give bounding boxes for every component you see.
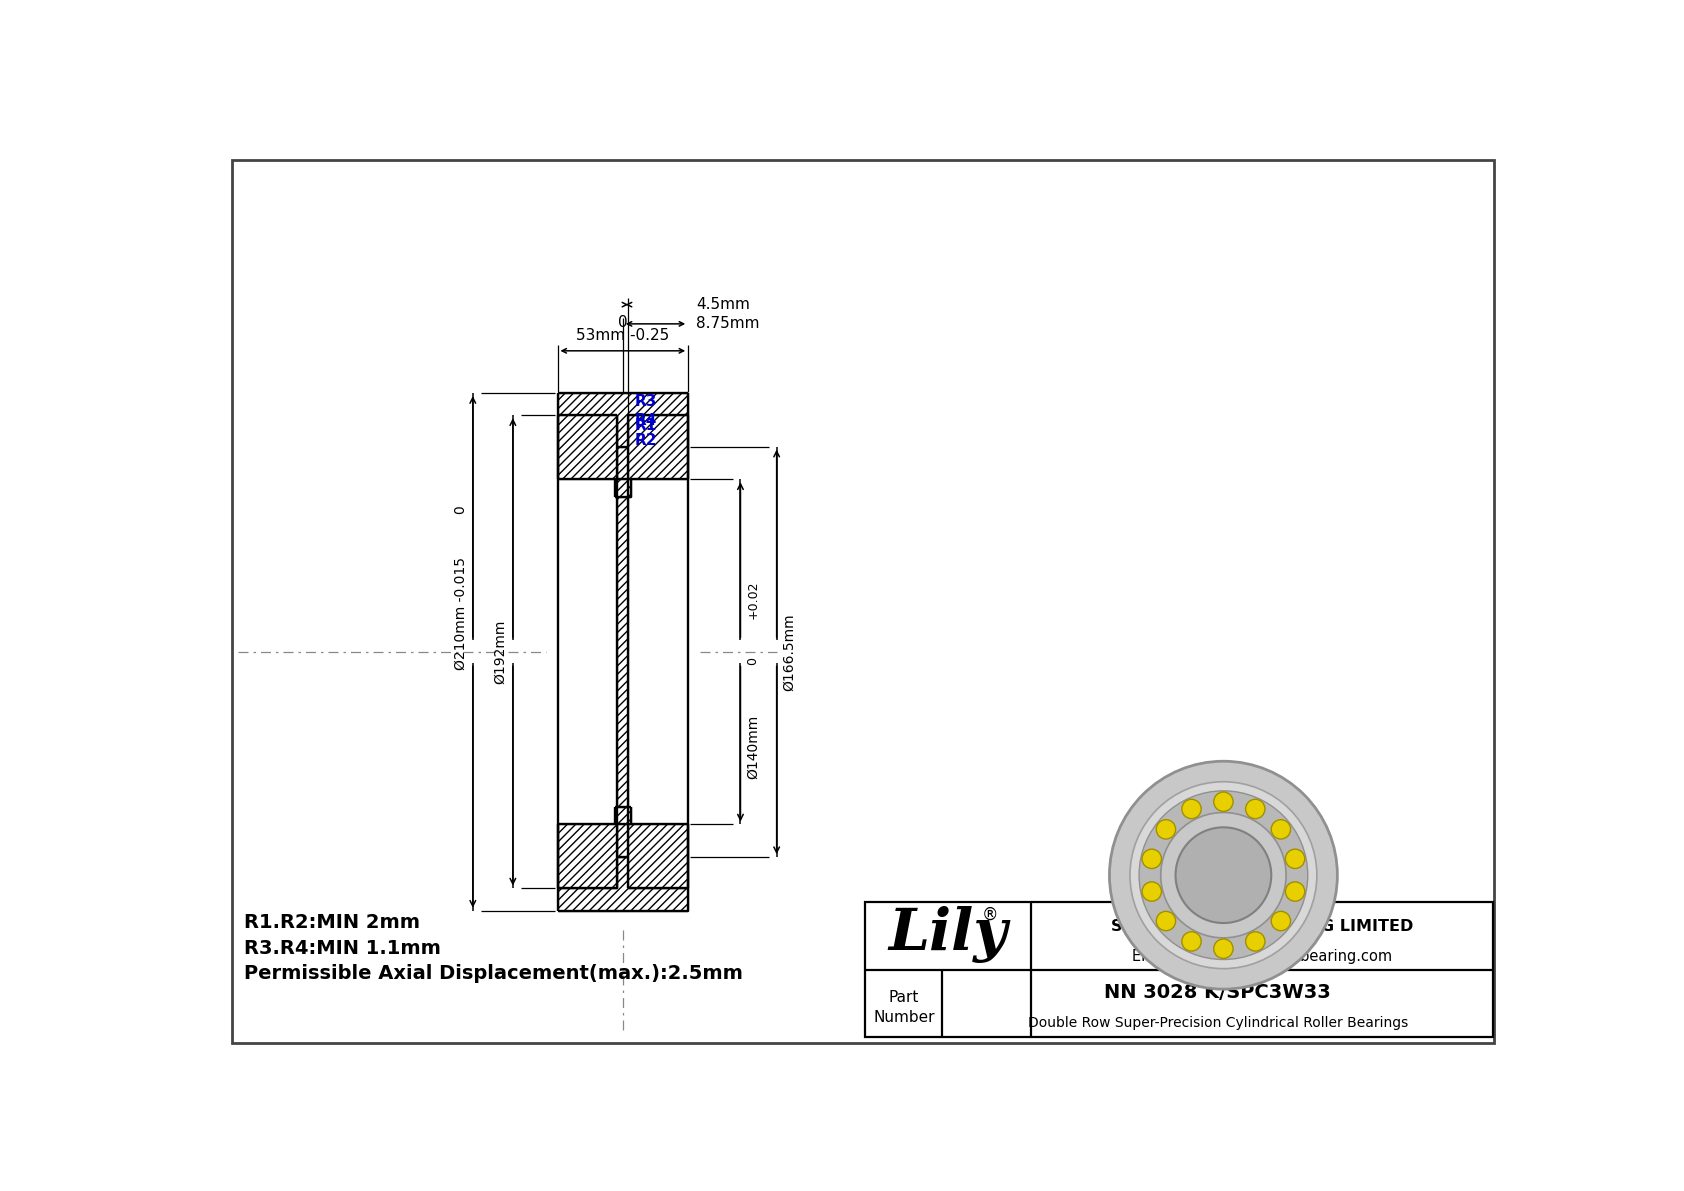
Circle shape xyxy=(1214,939,1233,959)
Text: Ø210mm -0.015: Ø210mm -0.015 xyxy=(453,556,468,669)
Text: ®: ® xyxy=(982,905,999,923)
Text: 4.5mm: 4.5mm xyxy=(695,297,749,312)
Text: 53mm -0.25: 53mm -0.25 xyxy=(576,328,670,343)
Circle shape xyxy=(1110,761,1337,990)
Circle shape xyxy=(1285,849,1305,868)
Polygon shape xyxy=(557,393,689,447)
Circle shape xyxy=(1271,819,1290,838)
Text: Lily: Lily xyxy=(889,906,1007,964)
Text: Part
Number: Part Number xyxy=(872,990,935,1024)
Circle shape xyxy=(1160,812,1287,937)
Bar xyxy=(866,902,1494,1037)
Text: +0.02: +0.02 xyxy=(746,581,759,619)
Polygon shape xyxy=(557,416,618,480)
Polygon shape xyxy=(615,480,632,497)
Text: R3.R4:MIN 1.1mm: R3.R4:MIN 1.1mm xyxy=(244,939,441,958)
Circle shape xyxy=(1214,792,1233,811)
Polygon shape xyxy=(618,447,628,858)
Text: 0: 0 xyxy=(453,505,468,515)
Text: Ø140mm: Ø140mm xyxy=(746,715,759,779)
Text: 8.75mm: 8.75mm xyxy=(695,317,759,331)
Polygon shape xyxy=(628,824,689,888)
Circle shape xyxy=(1182,799,1201,818)
Circle shape xyxy=(1142,881,1162,902)
Text: R4: R4 xyxy=(635,412,657,428)
Text: Permissible Axial Displacement(max.):2.5mm: Permissible Axial Displacement(max.):2.5… xyxy=(244,965,743,984)
Circle shape xyxy=(1246,931,1265,952)
Text: R3: R3 xyxy=(635,394,657,409)
Polygon shape xyxy=(628,416,689,480)
Circle shape xyxy=(1130,781,1317,968)
Text: R1.R2:MIN 2mm: R1.R2:MIN 2mm xyxy=(244,913,419,933)
Text: R2: R2 xyxy=(635,434,657,448)
Polygon shape xyxy=(557,858,689,911)
Text: 0: 0 xyxy=(746,656,759,665)
Text: 0: 0 xyxy=(618,316,628,330)
Circle shape xyxy=(1142,849,1162,868)
Circle shape xyxy=(1182,931,1201,952)
Circle shape xyxy=(1246,799,1265,818)
Circle shape xyxy=(1157,819,1175,838)
Circle shape xyxy=(1271,911,1290,930)
Polygon shape xyxy=(557,824,618,888)
Text: Ø192mm: Ø192mm xyxy=(493,619,507,684)
Text: Ø166.5mm: Ø166.5mm xyxy=(781,613,797,691)
Text: SHANGHAI LILY BEARING LIMITED: SHANGHAI LILY BEARING LIMITED xyxy=(1111,919,1413,934)
Text: Email: lilybearing@lily-bearing.com: Email: lilybearing@lily-bearing.com xyxy=(1132,948,1393,964)
Text: R1: R1 xyxy=(635,418,657,432)
Circle shape xyxy=(1285,881,1305,902)
Polygon shape xyxy=(615,807,632,824)
Text: NN 3028 K/SPC3W33: NN 3028 K/SPC3W33 xyxy=(1105,983,1330,1002)
Circle shape xyxy=(1175,828,1271,923)
Circle shape xyxy=(1138,791,1308,960)
Text: Double Row Super-Precision Cylindrical Roller Bearings: Double Row Super-Precision Cylindrical R… xyxy=(1027,1016,1408,1030)
Circle shape xyxy=(1157,911,1175,930)
